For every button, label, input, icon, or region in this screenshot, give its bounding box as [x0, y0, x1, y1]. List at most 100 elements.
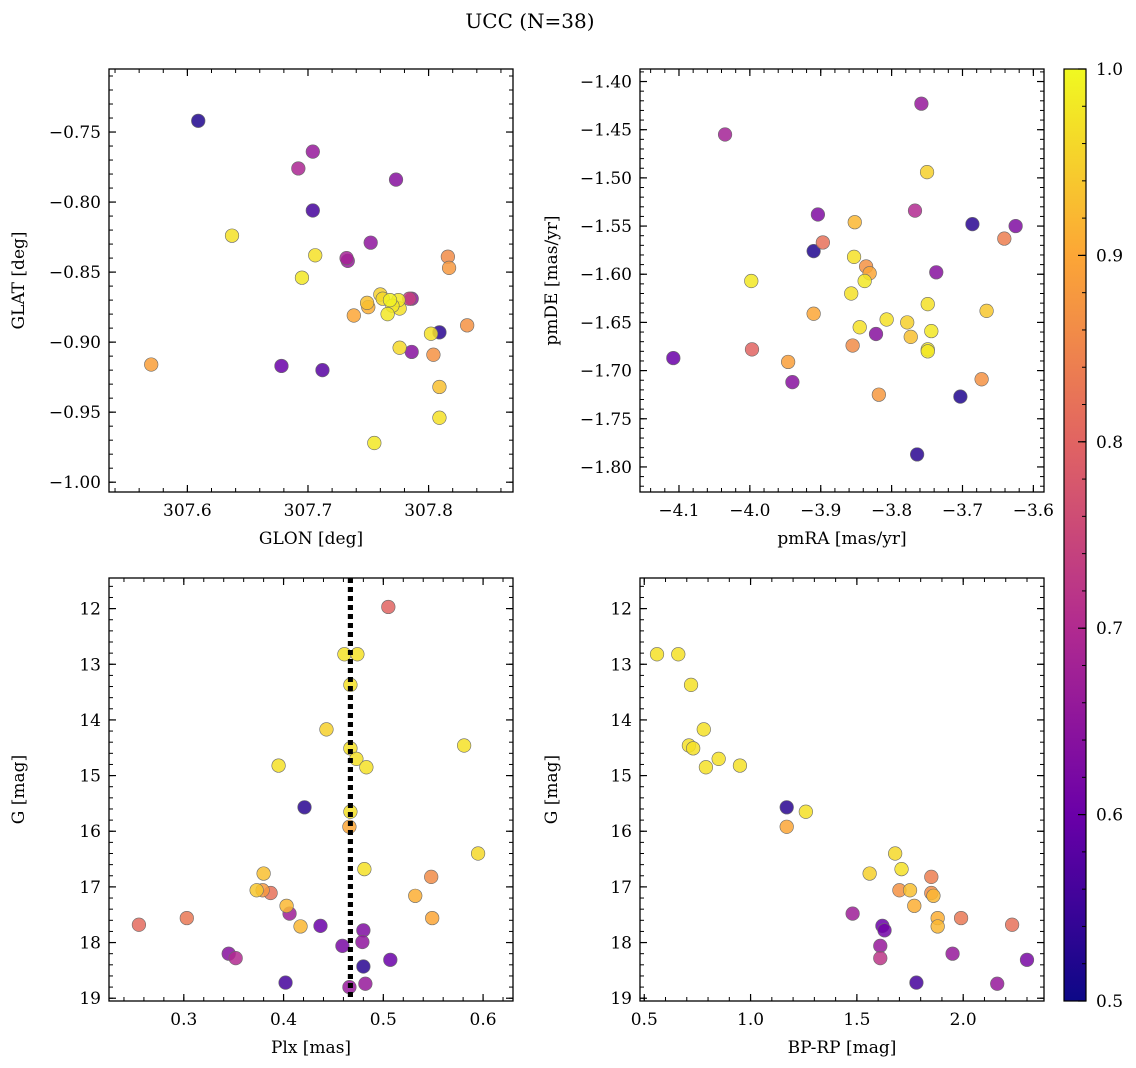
plx-g-x-axis-label: Plx [mas]	[271, 1038, 351, 1058]
cmd-y-tick-label: 15	[610, 767, 632, 787]
plx-g-point	[131, 917, 147, 932]
cmd-point	[845, 906, 860, 921]
cmd-point	[888, 846, 903, 861]
pm-y-tick-label: −1.50	[580, 169, 632, 189]
plx-g-point	[313, 918, 328, 933]
plx-g-ticks	[109, 578, 513, 1001]
cmd-ticks	[640, 578, 1044, 1001]
pm-point	[857, 273, 872, 289]
plx-g-x-tick-label: 0.3	[170, 1010, 197, 1030]
glon-glat-point	[346, 308, 361, 323]
glon-glat-x-tick-label: 307.6	[163, 501, 212, 521]
pm-point	[781, 354, 796, 370]
pm-point	[924, 323, 939, 339]
pm-point	[914, 96, 929, 111]
glon-glat-point	[315, 363, 330, 378]
glon-glat-point	[308, 248, 323, 263]
cmd-point	[683, 677, 699, 692]
pm-point	[666, 350, 681, 366]
glon-glat-frame	[108, 68, 514, 493]
cmd-point	[732, 758, 748, 773]
cmd-x-tick-label: 1.5	[843, 1010, 870, 1030]
cmd-point	[909, 975, 924, 990]
plx-g-y-tick-label: 19	[79, 989, 101, 1009]
cmd-y-tick-label: 12	[610, 600, 632, 620]
pm-point	[919, 165, 935, 180]
glon-glat-point	[460, 318, 475, 333]
plx-g-point	[228, 951, 243, 966]
pm-point	[965, 217, 980, 232]
plx-g-point	[249, 883, 264, 898]
colorbar-tick-label: 0.5	[1096, 992, 1123, 1012]
colorbar-scale	[1063, 68, 1087, 1002]
glon-glat-x-axis-label: GLON [deg]	[259, 529, 363, 549]
pm-points	[666, 96, 1023, 462]
glon-glat-point	[423, 326, 439, 341]
pm-frame	[639, 68, 1045, 493]
plx-g-x-tick-label: 0.5	[370, 1010, 397, 1030]
cmd-point	[798, 804, 813, 819]
glon-glat-point	[191, 113, 206, 128]
glon-glat-ticks	[109, 69, 513, 492]
plx-g-x-tick-label: 0.4	[270, 1010, 297, 1030]
cmd-y-tick-label: 19	[610, 989, 632, 1009]
pm-x-tick-label: −3.6	[1013, 501, 1054, 521]
plx-g-point	[319, 722, 334, 737]
cmd-point	[1019, 952, 1035, 967]
pm-y-tick-label: −1.60	[580, 265, 632, 285]
plx-g-point	[256, 866, 271, 881]
glon-glat-point	[305, 144, 320, 159]
cmd-point	[698, 760, 714, 775]
glon-glat-y-tick-label: −0.80	[49, 193, 101, 213]
cmd-point	[930, 919, 945, 934]
pm-point	[953, 389, 968, 404]
plx-g-y-tick-label: 17	[79, 878, 101, 898]
plx-g-y-tick-label: 15	[79, 767, 101, 787]
glon-glat-point	[441, 260, 457, 275]
cmd-y-tick-label: 16	[610, 822, 632, 842]
plx-g-point	[355, 934, 370, 950]
pm-point	[810, 207, 826, 222]
pm-point	[844, 286, 859, 301]
cmd-point	[945, 946, 960, 961]
glon-glat-y-tick-label: −0.90	[49, 333, 101, 353]
pm-point	[929, 265, 944, 280]
cmd-points	[649, 647, 1035, 991]
pm-x-tick-label: −3.8	[871, 501, 912, 521]
plx-g-x-tick-label: 0.6	[470, 1010, 497, 1030]
pm-x-axis-label: pmRA [mas/yr]	[777, 529, 906, 549]
cmd-point	[649, 647, 665, 662]
plx-g-y-axis-label: G [mag]	[9, 755, 29, 824]
plx-g-point	[279, 898, 294, 913]
glon-glat-point	[404, 344, 419, 360]
pm-y-axis-label: pmDE [mas/yr]	[542, 215, 562, 345]
pm-x-tick-label: −4.0	[729, 501, 770, 521]
pm-point	[846, 249, 862, 264]
pm-y-tick-label: −1.40	[580, 73, 632, 93]
pm-point	[997, 231, 1012, 246]
cmd-x-tick-label: 0.5	[631, 1010, 658, 1030]
pm-y-tick-label: −1.55	[580, 217, 632, 237]
glon-glat-y-axis-label: GLAT [deg]	[9, 231, 29, 329]
glon-glat-point	[432, 410, 447, 425]
pm-y-tick-label: −1.45	[580, 121, 632, 141]
cmd-x-axis-label: BP-RP [mag]	[788, 1038, 897, 1058]
glon-glat-points	[144, 113, 475, 451]
glon-glat-point	[426, 347, 441, 362]
cmd-point	[873, 951, 888, 966]
pm-point	[744, 342, 760, 357]
panels: 307.6 307.7 307.8 −1.00 −0.95 −0.90 −0.85 −0.80…	[9, 68, 1054, 1058]
glon-glat-point	[224, 228, 240, 243]
glon-glat-point	[274, 358, 289, 374]
pm-y-tick-label: −1.70	[580, 362, 632, 382]
plx-g-point	[179, 910, 194, 926]
plx-g-point	[357, 861, 372, 877]
plx-g-y-tick-label: 12	[79, 600, 101, 620]
plx-g-point	[457, 738, 472, 753]
cmd-point	[953, 910, 969, 926]
cmd-y-tick-label: 17	[610, 878, 632, 898]
glon-glat-point	[294, 270, 310, 285]
colorbar: 0.5 0.6 0.7 0.8 0.9 1.0	[1063, 60, 1123, 1012]
cmd-point	[779, 800, 794, 815]
